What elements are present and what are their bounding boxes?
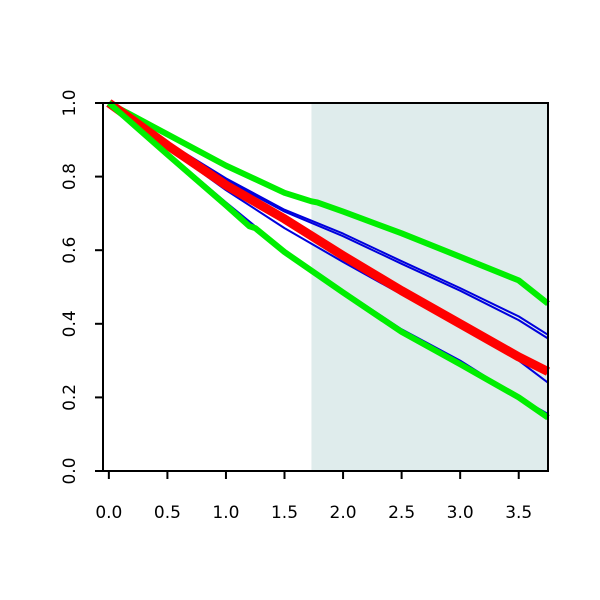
series-layer [106, 99, 551, 421]
x-tick-label: 2.5 [388, 503, 415, 523]
y-tick-label: 0.8 [60, 163, 80, 190]
y-tick-label: 0.2 [60, 384, 80, 411]
x-tick-label: 0.0 [95, 503, 122, 523]
y-axis: 0.0 0.2 0.4 0.6 0.8 1.0 [60, 89, 103, 485]
x-tick-label: 3.0 [447, 503, 474, 523]
series-line-upper-band-0 [107, 100, 550, 306]
plot-frame [102, 102, 549, 472]
x-axis: 0.0 0.5 1.0 1.5 2.0 2.5 3.0 3.5 [95, 471, 532, 523]
y-tick-label: 0.0 [60, 457, 80, 484]
y-tick-label: 0.6 [60, 237, 80, 264]
shaded-region [311, 103, 548, 471]
x-tick-label: 3.5 [505, 503, 532, 523]
y-tick-label: 1.0 [60, 89, 80, 116]
y-tick-label: 0.4 [60, 310, 80, 337]
shaded-region-layer [311, 103, 548, 471]
x-tick-label: 0.5 [154, 503, 181, 523]
x-tick-label: 1.0 [212, 503, 239, 523]
x-tick-label: 1.5 [271, 503, 298, 523]
x-tick-label: 2.0 [330, 503, 357, 523]
series-line-estimate-5 [106, 99, 551, 376]
series-line-lower-band-6 [106, 100, 550, 421]
axes-layer [102, 102, 549, 472]
